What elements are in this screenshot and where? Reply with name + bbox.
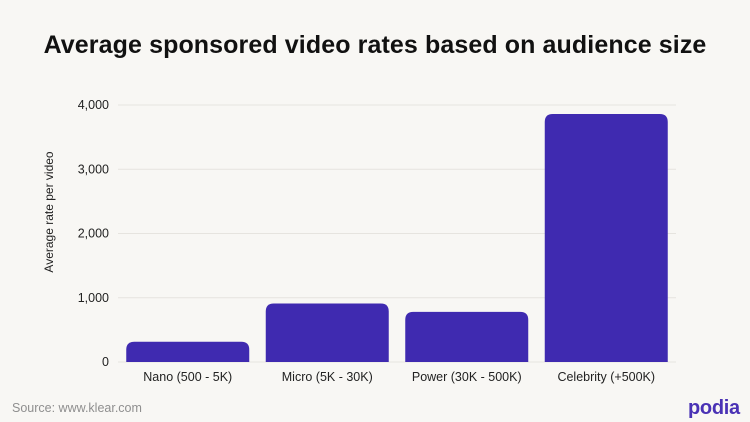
y-axis-ticks: 0 1,000 2,000 3,000 4,000 <box>78 98 109 369</box>
y-tick-label: 0 <box>102 355 109 369</box>
y-axis-label: Average rate per video <box>42 151 56 273</box>
bar <box>265 303 389 362</box>
chart-title: Average sponsored video rates based on a… <box>43 31 707 59</box>
podia-logo[interactable]: podia <box>688 397 740 419</box>
bar <box>405 311 529 362</box>
y-tick-label: 3,000 <box>78 162 109 176</box>
source-note: Source: www.klear.com <box>12 401 142 415</box>
x-tick-label: Nano (500 - 5K) <box>143 370 232 384</box>
x-axis-ticks: Nano (500 - 5K) Micro (5K - 30K) Power (30… <box>143 370 655 384</box>
x-tick-label: Micro (5K - 30K) <box>282 370 373 384</box>
bar <box>544 113 668 363</box>
y-tick-label: 2,000 <box>78 227 109 241</box>
y-tick-label: 1,000 <box>78 291 109 305</box>
bars <box>126 113 668 363</box>
x-tick-label: Power (30K - 500K) <box>412 370 522 384</box>
y-tick-label: 4,000 <box>78 98 109 112</box>
x-tick-label: Celebrity (+500K) <box>557 370 655 384</box>
bar <box>126 341 250 362</box>
